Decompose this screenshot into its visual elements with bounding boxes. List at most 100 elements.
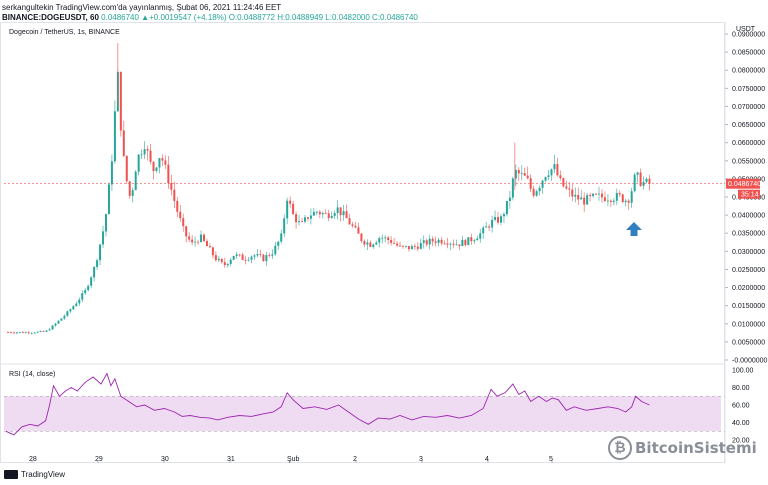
candle-body	[185, 226, 188, 237]
candle-body	[107, 184, 110, 215]
candle-body	[170, 183, 173, 190]
candle-body	[318, 211, 321, 215]
candle-body	[553, 164, 556, 170]
candle-body	[500, 216, 502, 223]
candle-body	[262, 254, 265, 262]
candle-body	[274, 245, 277, 255]
candle-body	[497, 216, 500, 223]
tradingview-logo-icon	[4, 470, 18, 479]
candle-body	[615, 193, 618, 201]
candle-body	[440, 239, 443, 244]
candle-body	[327, 213, 330, 219]
candle-body	[618, 193, 621, 195]
time-tick-label: 3	[419, 456, 423, 463]
candle-body	[520, 173, 523, 174]
price-tick-label: 0.0250000	[732, 267, 765, 274]
price-tick-label: 0.0050000	[732, 339, 765, 346]
candle-body	[416, 246, 419, 249]
candle-body	[140, 154, 143, 156]
candle-body	[176, 201, 179, 212]
candle-body	[541, 180, 544, 188]
candle-body	[125, 155, 128, 182]
candle-body	[630, 191, 633, 203]
candle-body	[235, 254, 238, 257]
candle-body	[437, 239, 440, 243]
candle-body	[387, 237, 390, 240]
up-arrow-icon	[626, 222, 642, 236]
candle-body	[485, 226, 488, 228]
candle-body	[6, 332, 9, 333]
candle-body	[479, 233, 482, 239]
candle-body	[589, 195, 592, 197]
candle-body	[229, 259, 232, 264]
candle-body	[18, 332, 21, 333]
rsi-tick-label: 20.00	[732, 438, 750, 445]
candle-body	[345, 211, 348, 219]
time-tick-label: Şub	[287, 456, 300, 463]
candle-body	[66, 311, 69, 316]
candle-body	[636, 172, 639, 175]
candle-body	[529, 178, 532, 189]
candle-body	[292, 203, 295, 215]
rsi-tick-label: 60.00	[732, 403, 750, 410]
price-tick-label: 0.0300000	[732, 249, 765, 256]
ohlc-open: O:0.0488772	[228, 13, 275, 22]
chart-title: Dogecoin / TetherUS, 1s, BINANCE	[9, 29, 120, 36]
candle-body	[413, 246, 416, 247]
candle-body	[461, 239, 464, 247]
candle-body	[348, 218, 351, 225]
candle-body	[110, 161, 113, 185]
candle-body	[99, 244, 102, 261]
candle-body	[592, 193, 595, 197]
countdown-label: 35:14	[741, 192, 759, 199]
candle-body	[283, 218, 286, 234]
candle-body	[286, 200, 289, 219]
candle-body	[535, 191, 538, 196]
publish-info: serkangultekin TradingView.com'da yayınl…	[2, 3, 282, 12]
price-change: 0.0486740 ▲+0.0019547 (+4.18%)	[101, 13, 227, 22]
candle-body	[211, 247, 214, 256]
candle-body	[598, 193, 601, 195]
candle-body	[571, 189, 574, 197]
ohlc-high: H:0.0488949	[277, 13, 324, 22]
candle-body	[565, 186, 568, 189]
price-tick-label: 0.0900000	[732, 32, 765, 39]
time-tick-label: 29	[95, 456, 103, 463]
candle-body	[360, 233, 363, 241]
candle-body	[39, 331, 42, 332]
candle-body	[491, 219, 494, 228]
candle-body	[102, 231, 105, 245]
ohlc-low: L:0.0482000	[325, 13, 370, 22]
time-tick-label: 31	[227, 456, 235, 463]
candle-body	[452, 243, 455, 245]
candle-body	[505, 200, 508, 215]
candle-body	[24, 332, 27, 334]
price-tick-label: 0.0700000	[732, 104, 765, 111]
candle-body	[550, 169, 553, 176]
candle-body	[253, 255, 256, 257]
candle-body	[298, 221, 301, 223]
candle-body	[75, 303, 78, 307]
candle-body	[104, 214, 107, 232]
price-tick-label: 0.0550000	[732, 158, 765, 165]
candle-body	[559, 175, 562, 179]
price-tick-label: 0.0150000	[732, 303, 765, 310]
candle-body	[523, 173, 526, 176]
candle-body	[12, 332, 15, 334]
candle-body	[173, 189, 176, 202]
candle-body	[232, 256, 235, 260]
price-tick-label: 0.0750000	[732, 86, 765, 93]
candle-body	[96, 260, 99, 268]
candle-body	[84, 290, 87, 294]
candle-body	[431, 238, 434, 242]
candle-body	[375, 242, 378, 245]
candle-body	[464, 239, 467, 246]
candle-body	[446, 243, 449, 245]
candle-body	[467, 237, 470, 246]
price-tick-label: 0.0200000	[732, 285, 765, 292]
candle-body	[422, 240, 425, 244]
candle-body	[277, 241, 280, 246]
candle-body	[247, 259, 250, 261]
candle-body	[425, 240, 428, 245]
